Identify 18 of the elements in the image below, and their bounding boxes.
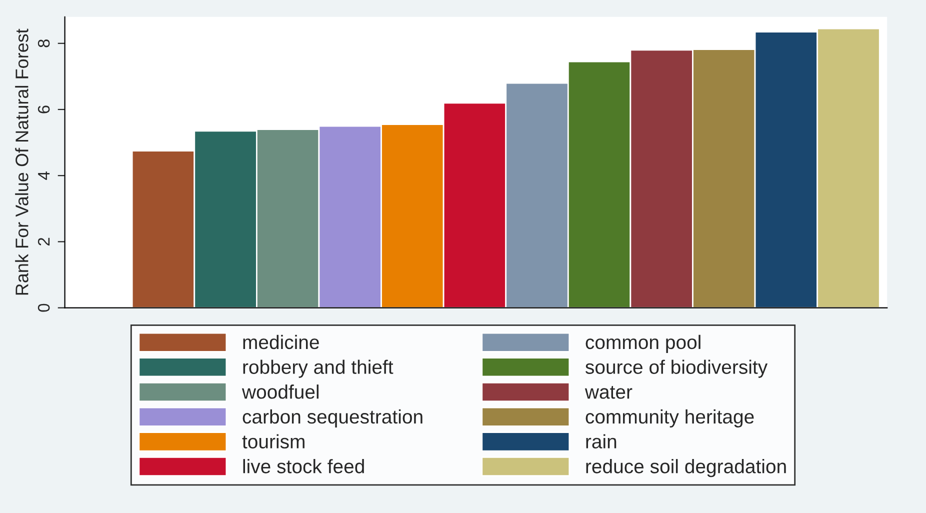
legend-label: common pool: [586, 334, 700, 353]
y-tick-label: 6: [38, 106, 50, 114]
legend-label: reduce soil degradation: [586, 459, 786, 478]
legend-label: live stock feed: [243, 459, 364, 474]
legend-label: medicine: [243, 334, 319, 350]
legend-label: carbon sequestration: [242, 409, 422, 428]
legend-label: community heritage: [586, 409, 754, 428]
y-tick-label: 2: [38, 238, 50, 246]
y-tick-label: 8: [38, 39, 50, 48]
legend-label: robbery and thieft: [243, 360, 394, 378]
y-axis-title: Rank For Value Of Natural Forest: [15, 28, 28, 295]
legend-label: rain: [586, 434, 616, 448]
legend-label: water: [584, 386, 632, 399]
legend-label: source of biodiversity: [585, 360, 768, 378]
legend-label: woodfuel: [242, 384, 319, 399]
legend-label: tourism: [242, 434, 304, 448]
y-tick-label: 0: [38, 304, 50, 312]
y-tick-label: 4: [38, 171, 50, 180]
